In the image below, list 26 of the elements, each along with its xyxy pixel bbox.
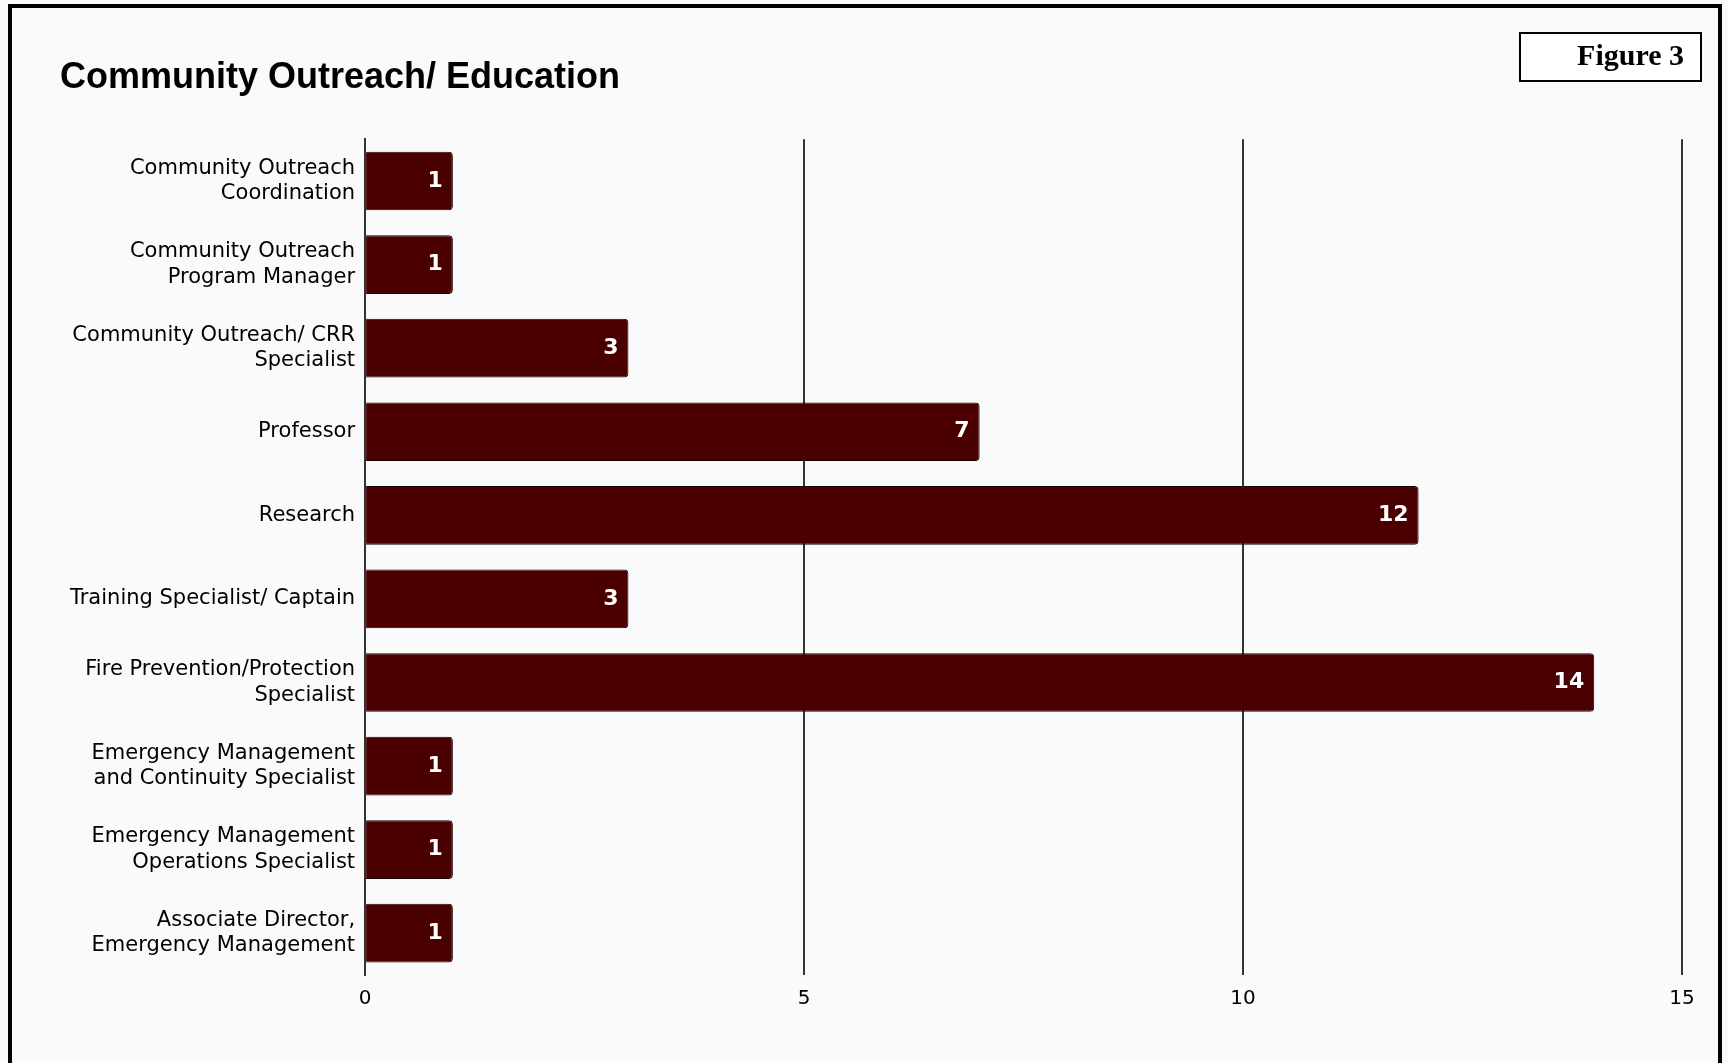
x-tick-label: 15 xyxy=(1669,985,1695,1010)
data-label: 12 xyxy=(1377,501,1409,527)
y-tick-label: Research xyxy=(258,501,356,526)
data-label: 1 xyxy=(427,166,443,192)
y-tick-label: Community Outreach Coordination xyxy=(129,154,356,205)
y-tick-label: Emergency Management Operations Specialist xyxy=(91,823,356,873)
x-tick-label: 5 xyxy=(797,985,811,1010)
data-label: 1 xyxy=(427,835,443,861)
data-label: 7 xyxy=(954,417,970,443)
y-tick-label: Community Outreach/ CRR Specialist xyxy=(72,322,356,372)
x-tick-label: 10 xyxy=(1230,985,1256,1010)
y-tick-label: Emergency Management and Continuity Specialist xyxy=(91,739,356,790)
data-label: 1 xyxy=(427,751,443,777)
data-label: 1 xyxy=(427,250,443,276)
data-label: 1 xyxy=(427,918,443,944)
y-tick-label: Training Specialist/ Captain xyxy=(68,585,356,610)
y-tick-label: Community Outreach Program Manager xyxy=(129,238,356,288)
chart-title: Community Outreach/ Education xyxy=(60,54,621,96)
y-tick-label: Associate Director, Emergency Management xyxy=(91,907,356,957)
y-tick-label: Professor xyxy=(258,418,356,443)
caption: Figure 3 xyxy=(1519,32,1702,82)
y-tick-label: Fire Prevention/Protection Specialist xyxy=(85,656,356,706)
data-label: 3 xyxy=(603,584,619,610)
x-tick-label: 0 xyxy=(358,985,372,1010)
data-label: 14 xyxy=(1553,668,1585,694)
data-label: 3 xyxy=(603,333,619,359)
